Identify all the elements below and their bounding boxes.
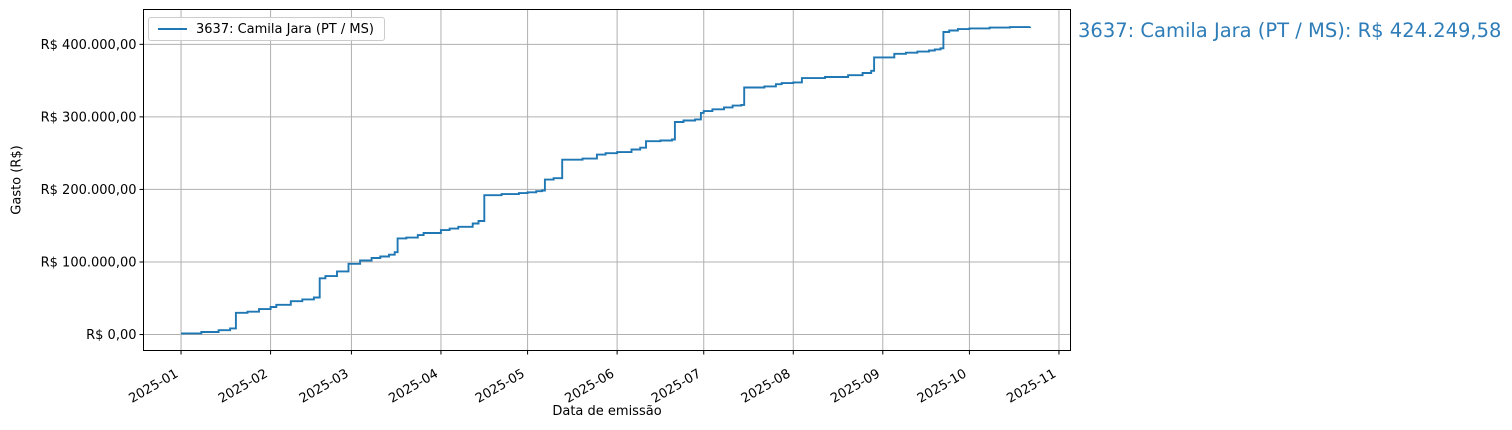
series-line xyxy=(181,26,1032,335)
legend: 3637: Camila Jara (PT / MS) xyxy=(148,17,385,41)
legend-line-swatch xyxy=(158,28,187,30)
x-tick-label: 2025-11 xyxy=(1004,366,1059,406)
x-tick-label: 2025-09 xyxy=(828,366,883,406)
y-tick-label: R$ 200.000,00 xyxy=(41,183,137,198)
x-tick-label: 2025-07 xyxy=(649,366,704,406)
x-tick-label: 2025-02 xyxy=(216,366,271,406)
x-tick-label: 2025-05 xyxy=(473,366,528,406)
annotation-total: 3637: Camila Jara (PT / MS): R$ 424.249,… xyxy=(1078,19,1502,42)
y-tick-label: R$ 300.000,00 xyxy=(41,110,137,125)
x-tick-label: 2025-08 xyxy=(739,366,794,406)
y-tick-label: R$ 400.000,00 xyxy=(41,38,137,53)
x-tick-label: 2025-10 xyxy=(915,366,970,406)
x-tick-label: 2025-03 xyxy=(297,366,352,406)
x-tick-label: 2025-01 xyxy=(126,366,181,406)
x-tick-label: 2025-04 xyxy=(386,366,441,406)
y-tick-label: R$ 100.000,00 xyxy=(41,255,137,270)
y-tick-label: R$ 0,00 xyxy=(86,328,136,343)
x-tick-label: 2025-06 xyxy=(563,366,618,406)
legend-label: 3637: Camila Jara (PT / MS) xyxy=(196,21,374,37)
x-axis-label: Data de emissão xyxy=(552,404,662,419)
y-axis-label: Gasto (R$) xyxy=(9,145,25,215)
